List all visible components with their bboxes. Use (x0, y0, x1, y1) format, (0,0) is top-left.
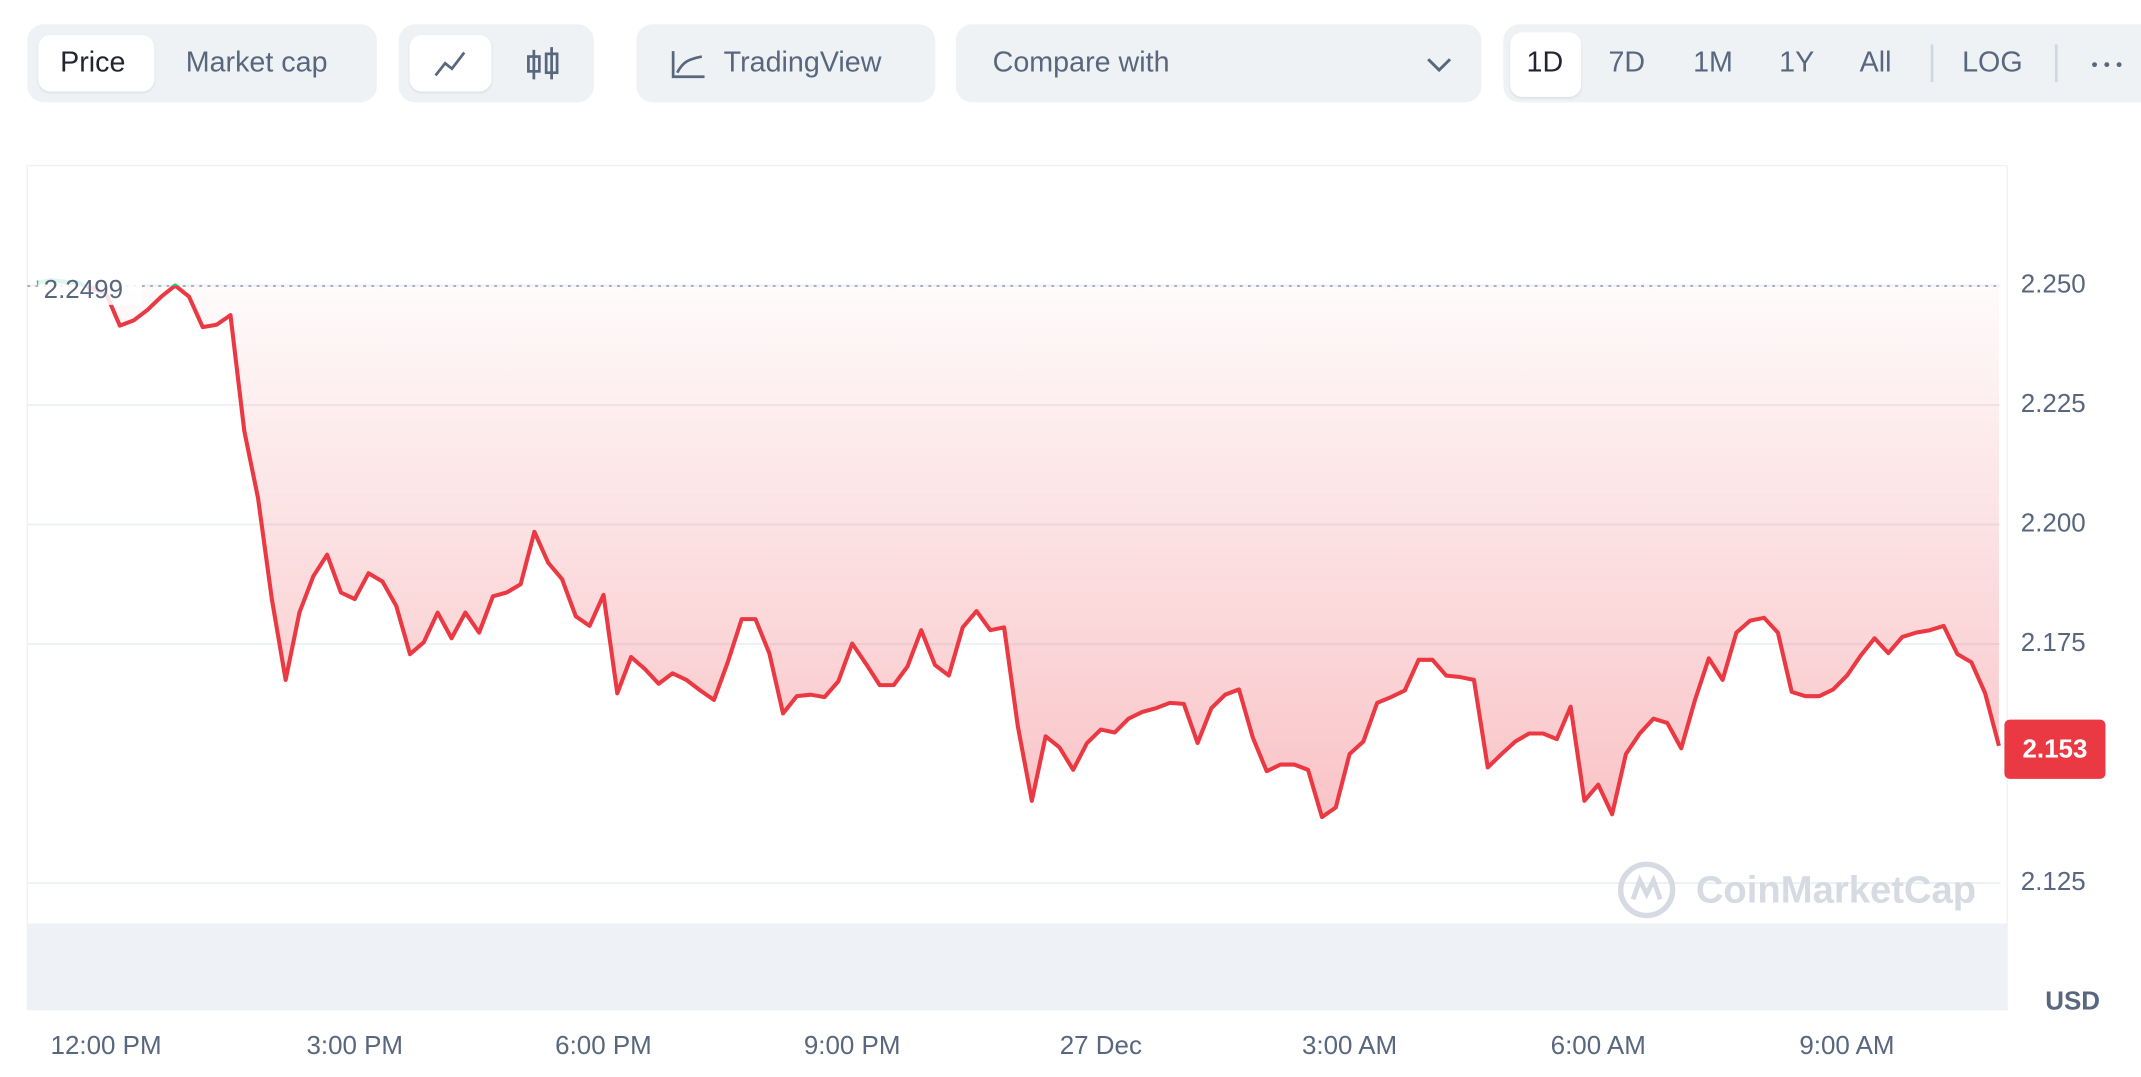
line-icon (434, 51, 466, 77)
reference-label-bg (38, 267, 143, 305)
separator (2054, 44, 2058, 83)
area (37, 280, 1999, 818)
x-tick-label: 6:00 PM (555, 1032, 652, 1060)
chevron (1427, 58, 1452, 73)
x-tick-label: 3:00 PM (306, 1032, 403, 1060)
range-button[interactable]: 1Y (1779, 47, 1815, 79)
x-tick-label: 12:00 PM (51, 1032, 162, 1060)
x-tick-label: 27 Dec (1060, 1032, 1142, 1060)
x-tick-label: 6:00 AM (1551, 1032, 1646, 1060)
y-axis-label: USD (2045, 988, 2100, 1016)
candle-icon[interactable] (527, 47, 559, 80)
line-style-button[interactable] (409, 35, 492, 92)
volume-band (27, 923, 2008, 1010)
market-cap-button[interactable]: Market cap (185, 47, 328, 79)
y-tick-label: 2.125 (2021, 868, 2086, 896)
x-tick-label: 3:00 AM (1302, 1032, 1397, 1060)
active-chip (38, 35, 155, 92)
tradingview-label: TradingView (723, 47, 882, 79)
y-tick-label: 2.250 (2021, 270, 2086, 298)
watermark: CoinMarketCap (1617, 861, 1976, 919)
style-icons (434, 47, 559, 80)
range-button[interactable]: 1M (1693, 47, 1733, 79)
x-tick-label: 9:00 PM (804, 1032, 901, 1060)
range-toggle (1503, 24, 2141, 103)
y-tick-label: 2.200 (2021, 509, 2086, 537)
range-button[interactable]: 1D (1526, 47, 1564, 79)
reference-label: 2.2499 (44, 276, 123, 304)
log-button[interactable]: LOG (1962, 47, 2023, 79)
more-button[interactable] (2089, 59, 2130, 70)
x-tick-label: 9:00 AM (1799, 1032, 1894, 1060)
y-tick-label: 2.175 (2021, 629, 2086, 657)
compare-dropdown[interactable] (955, 24, 1482, 103)
watermark-text: CoinMarketCap (1696, 870, 1976, 912)
last-price-badge (2004, 719, 2106, 779)
active-chip (1510, 32, 1582, 97)
separator (1930, 44, 1934, 83)
last-price-label: 2.153 (2022, 735, 2087, 763)
compare-label: Compare with (992, 47, 1170, 79)
price-line (36, 278, 2001, 820)
y-tick-label: 2.225 (2021, 390, 2086, 418)
tradingview-icon (671, 51, 705, 79)
price-button[interactable]: Price (60, 47, 126, 79)
range-button[interactable]: All (1859, 47, 1892, 79)
range-button[interactable]: 7D (1608, 47, 1646, 79)
